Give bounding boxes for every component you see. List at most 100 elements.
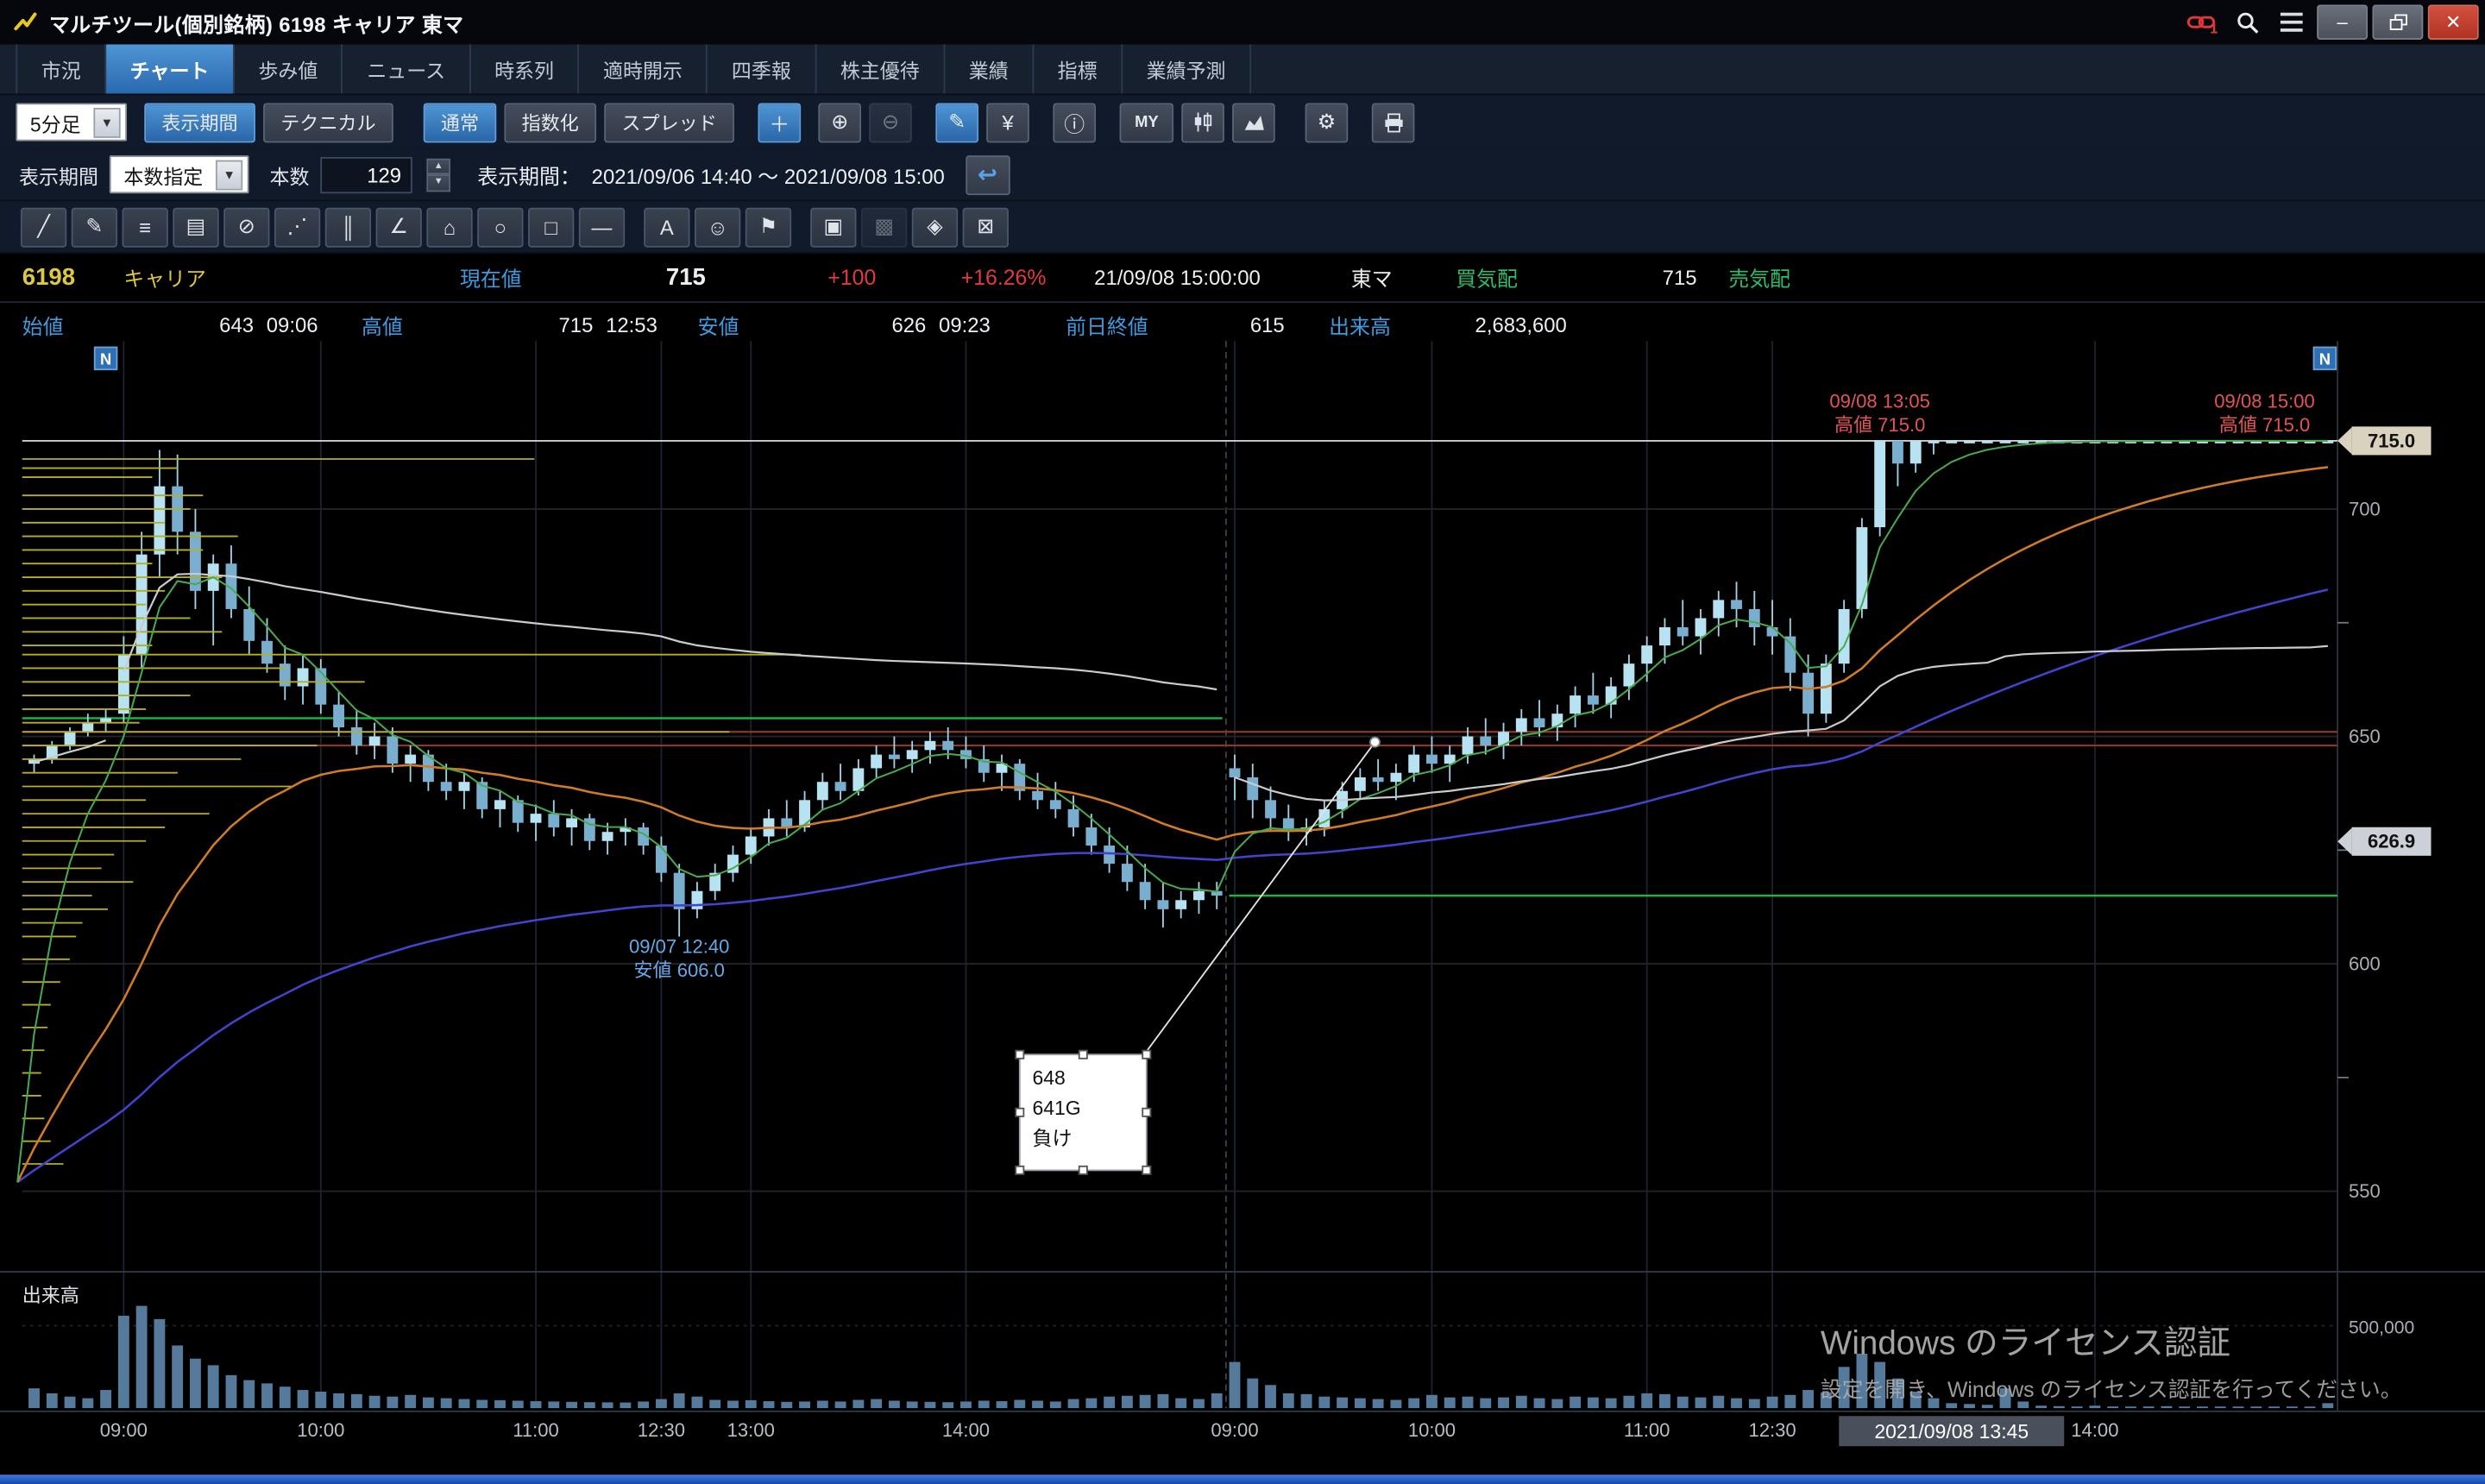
- high-label: 高値: [362, 314, 403, 339]
- svg-text:500,000: 500,000: [2349, 1318, 2414, 1338]
- draw-tool-horizontal-lines[interactable]: ≡: [122, 206, 168, 247]
- close-button[interactable]: ✕: [2427, 4, 2479, 40]
- candlestick-series[interactable]: [28, 440, 2334, 937]
- app-logo-icon: [14, 12, 37, 31]
- print-button[interactable]: [1371, 102, 1415, 142]
- count-mode-value: 本数指定: [123, 166, 204, 188]
- draw-tool-polygon[interactable]: ⌂: [426, 206, 473, 247]
- info-button[interactable]: ⓘ: [1053, 102, 1097, 142]
- draw-tool-flag-stamp[interactable]: ⚑: [745, 206, 792, 247]
- my-chart-button[interactable]: MY: [1119, 102, 1174, 142]
- chart-area[interactable]: N N 09/08 13:05 高値 715.0 09/08 15:00 高値 715.0…: [0, 341, 2485, 1484]
- high-price: 715: [558, 312, 594, 337]
- draw-tool-fibonacci-arc[interactable]: ⊘: [223, 206, 270, 247]
- low-time: 09:23: [939, 312, 991, 337]
- technical-button[interactable]: テクニカル: [263, 102, 393, 142]
- step-down-icon[interactable]: ▼: [426, 174, 451, 192]
- quote-header: 6198 キャリア 現在値 715 +100 +16.26% 21/09/08 …: [0, 254, 2485, 302]
- timeframe-value: 5分足: [29, 113, 81, 136]
- draw-pencil-button[interactable]: ✎: [935, 102, 979, 142]
- tab-disclosure[interactable]: 適時開示: [579, 44, 708, 94]
- zoom-out-button[interactable]: ⊖: [869, 102, 912, 142]
- minimize-button[interactable]: –: [2317, 4, 2368, 40]
- count-mode-select[interactable]: 本数指定 ▼: [109, 155, 249, 194]
- svg-text:10:00: 10:00: [297, 1419, 344, 1441]
- settings-wrench-button[interactable]: ⚙: [1305, 102, 1349, 142]
- svg-text:600: 600: [2349, 953, 2381, 974]
- ma-mid-line: [16, 466, 2329, 1183]
- add-button[interactable]: ＋: [758, 102, 802, 142]
- draw-tool-rectangle[interactable]: □: [528, 206, 575, 247]
- search-button[interactable]: [2226, 5, 2268, 40]
- svg-text:11:00: 11:00: [1624, 1419, 1670, 1441]
- draw-tool-gann-fan[interactable]: ∠: [375, 206, 422, 247]
- ask-label: 売気配: [1728, 267, 1791, 292]
- draw-tool-price-lines[interactable]: ▤: [173, 206, 219, 247]
- candle-chart-button[interactable]: [1181, 102, 1224, 142]
- tab-news[interactable]: ニュース: [343, 44, 471, 94]
- svg-text:09/07 12:40: 09/07 12:40: [629, 936, 729, 958]
- svg-text:09:00: 09:00: [100, 1419, 148, 1441]
- title-bar: マルチツール(個別銘柄) 6198 キャリア 東マ 1 – ✕: [0, 0, 2485, 45]
- news-marker[interactable]: N: [93, 346, 118, 371]
- tab-indicators[interactable]: 指標: [1034, 44, 1123, 94]
- trade-note[interactable]: 648 641G 負け: [1015, 736, 1381, 1175]
- svg-text:負け: 負け: [1032, 1127, 1072, 1149]
- draw-tool-locked-tool[interactable]: ▩: [860, 206, 908, 247]
- svg-text:安値 606.0: 安値 606.0: [633, 959, 724, 981]
- draw-tool-marker-pen[interactable]: ✎: [71, 206, 118, 247]
- draw-tool-eraser[interactable]: ◈: [911, 206, 959, 247]
- tab-earnings[interactable]: 業績: [945, 44, 1035, 94]
- draw-tool-text-tool[interactable]: A: [644, 206, 690, 247]
- draw-tool-vertical-lines[interactable]: ║: [324, 206, 372, 247]
- news-marker[interactable]: N: [2312, 346, 2337, 371]
- menu-button[interactable]: [2271, 5, 2312, 40]
- search-icon: [2236, 11, 2258, 33]
- price-change-percent: +16.26%: [960, 265, 1047, 290]
- svg-text:700: 700: [2349, 498, 2381, 519]
- draw-tool-copy-tool[interactable]: ▣: [810, 206, 857, 247]
- window-title: マルチツール(個別銘柄) 6198 キャリア 東マ: [48, 11, 464, 36]
- tab-forecast[interactable]: 業績予測: [1123, 44, 1251, 94]
- low-label: 安値: [697, 314, 739, 339]
- open-price: 643: [219, 312, 255, 337]
- tab-market[interactable]: 市況: [16, 44, 107, 94]
- display-period-button[interactable]: 表示期間: [144, 102, 255, 142]
- svg-text:2021/09/08 13:45: 2021/09/08 13:45: [1874, 1420, 2029, 1443]
- area-chart-button[interactable]: [1232, 102, 1275, 142]
- tab-benefits[interactable]: 株主優待: [816, 44, 946, 94]
- tab-shikiho[interactable]: 四季報: [708, 44, 817, 94]
- svg-text:N: N: [2319, 350, 2331, 368]
- spread-mode-button[interactable]: スプレッド: [604, 102, 735, 142]
- draw-tool-horizontal-segment[interactable]: —: [578, 206, 626, 247]
- draw-tool-fan-lines[interactable]: ⋰: [274, 206, 321, 247]
- zoom-in-button[interactable]: ⊕: [818, 102, 862, 142]
- timeframe-select[interactable]: 5分足 ▼: [16, 103, 127, 141]
- yen-axis-button[interactable]: ¥: [986, 102, 1029, 142]
- tab-ticks[interactable]: 歩み値: [235, 44, 343, 94]
- step-up-icon[interactable]: ▲: [426, 157, 451, 175]
- indicator-lines: [16, 439, 2329, 1184]
- bid-price: 715: [1662, 265, 1697, 290]
- draw-tool-clear-all[interactable]: ⊠: [962, 206, 1009, 247]
- restore-button[interactable]: [2372, 4, 2424, 40]
- link-group-button[interactable]: 1: [2182, 5, 2224, 40]
- draw-tool-trend-line[interactable]: ╱: [20, 206, 67, 247]
- tab-chart[interactable]: チャート: [106, 44, 235, 94]
- count-stepper[interactable]: ▲ ▼: [426, 157, 451, 192]
- price-axis: 700 650 600 550 500,000 出来高: [22, 498, 2415, 1337]
- prev-close-price: 615: [1249, 312, 1285, 337]
- time-axis-labels: 09:00 10:00 11:00 12:30 13:00 14:00 09:00 10:00…: [100, 1419, 2119, 1441]
- vwap-line: [34, 739, 106, 764]
- draw-tool-icon-stamp[interactable]: ☺: [695, 206, 741, 247]
- draw-tool-ellipse[interactable]: ○: [477, 206, 524, 247]
- reset-period-button[interactable]: ↩: [965, 154, 1010, 195]
- normal-mode-button[interactable]: 通常: [423, 102, 497, 142]
- indexed-mode-button[interactable]: 指数化: [504, 102, 597, 142]
- grid-horizontal-lines: [0, 341, 2485, 1412]
- bar-count-input[interactable]: 129: [320, 156, 412, 193]
- tab-timeseries[interactable]: 時系列: [471, 44, 580, 94]
- ma-slow-line: [16, 588, 2329, 1184]
